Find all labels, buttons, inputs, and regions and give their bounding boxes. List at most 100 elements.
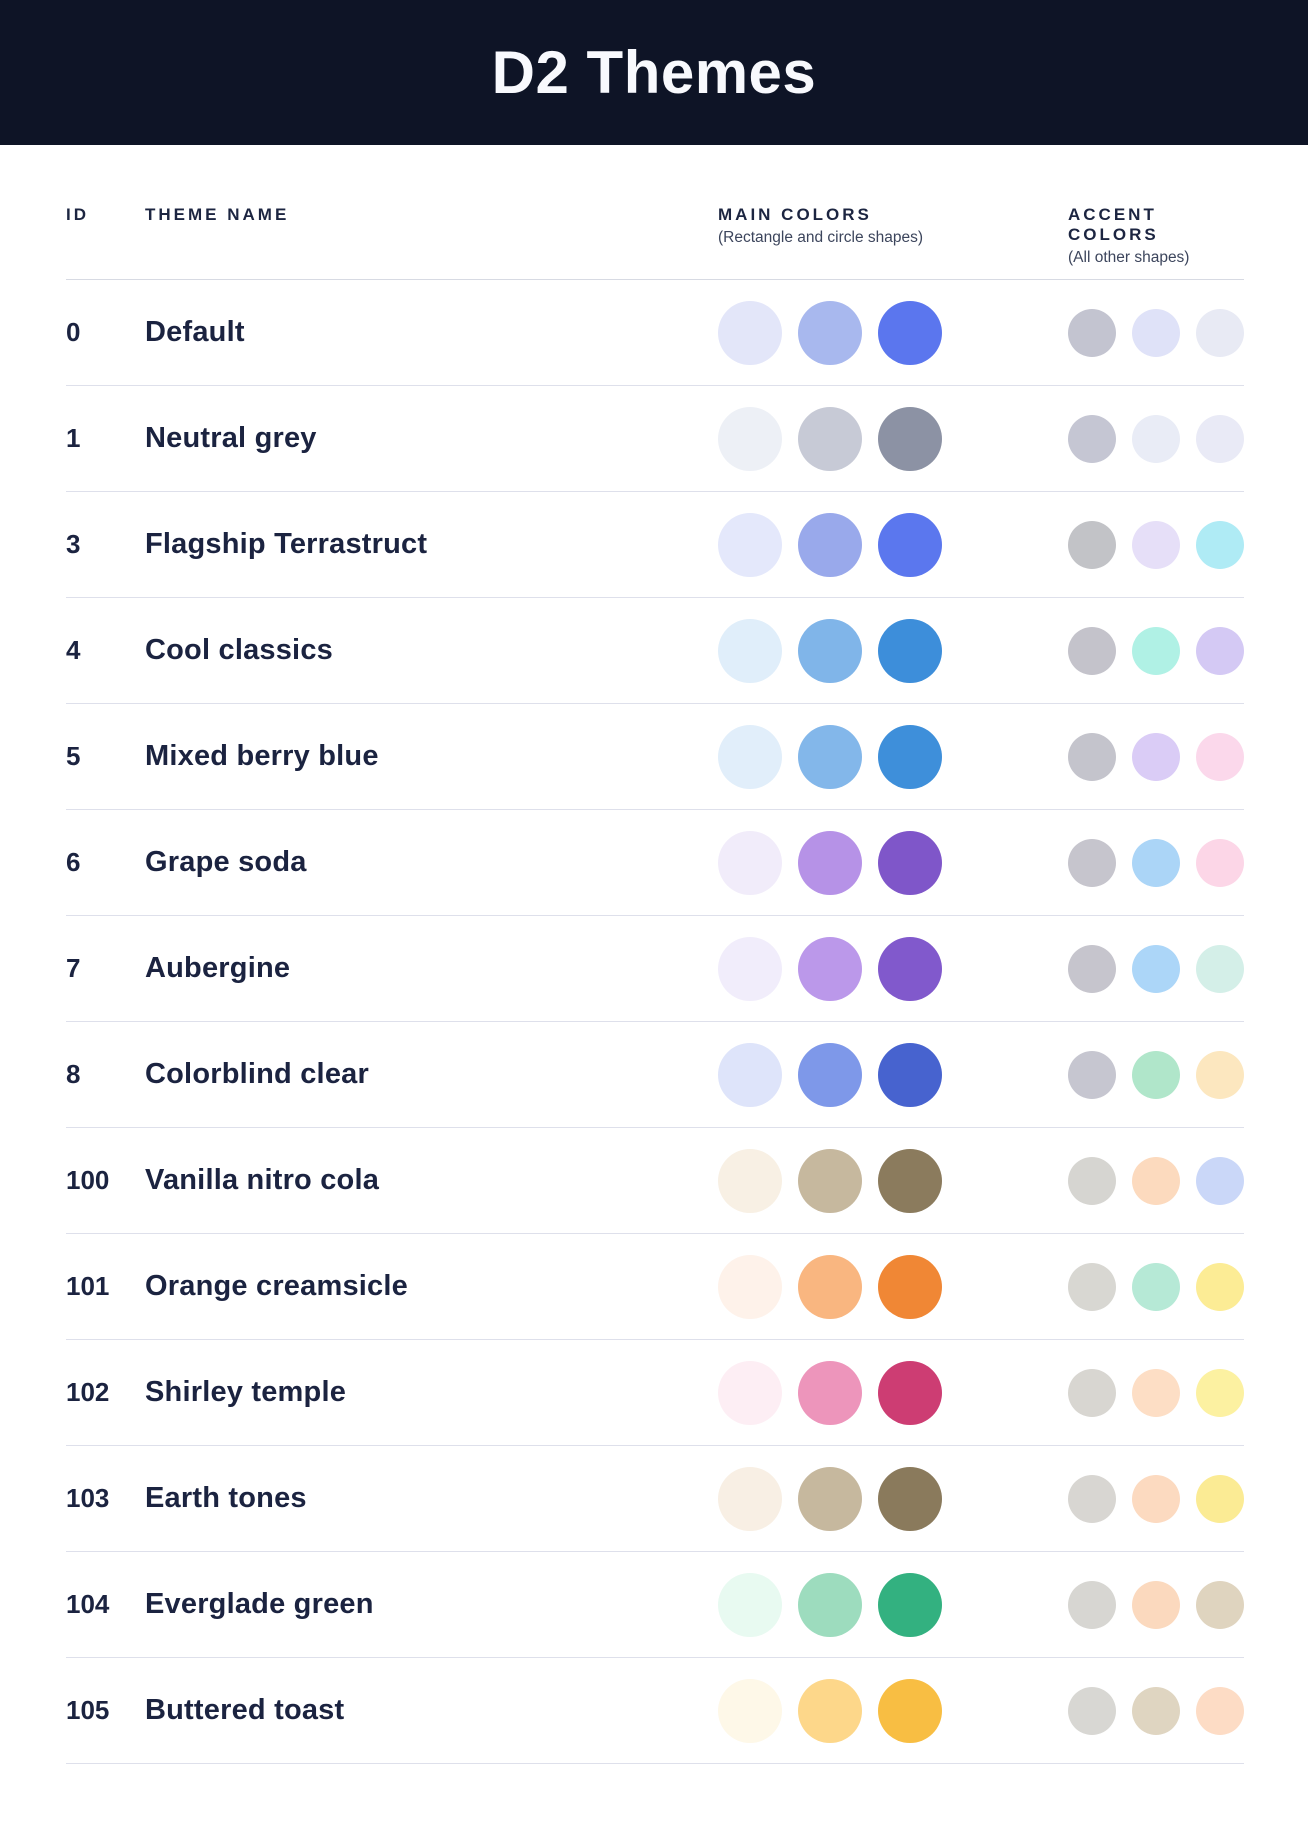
column-header-accent-colors-label: ACCENT COLORS [1068, 205, 1159, 244]
theme-id: 100 [66, 1165, 110, 1195]
theme-id: 8 [66, 1059, 81, 1089]
page-title: D2 Themes [491, 39, 817, 106]
main-color-swatches [718, 1678, 1068, 1743]
theme-name: Aubergine [145, 952, 291, 984]
main-color-swatch [798, 618, 862, 683]
main-color-swatches [718, 406, 1068, 471]
theme-row: 104 Everglade green [66, 1552, 1244, 1658]
accent-color-swatches [1068, 1474, 1244, 1523]
accent-color-swatch [1132, 1368, 1180, 1417]
accent-color-swatches [1068, 1368, 1244, 1417]
main-color-swatch [798, 1254, 862, 1319]
main-color-swatch [878, 1572, 942, 1637]
main-color-swatches [718, 724, 1068, 789]
accent-color-swatch [1132, 1686, 1180, 1735]
main-color-swatch [878, 1466, 942, 1531]
main-color-swatches [718, 300, 1068, 365]
accent-color-swatch [1196, 1156, 1244, 1205]
main-color-swatch [878, 1254, 942, 1319]
main-color-swatch [878, 1148, 942, 1213]
accent-color-swatch [1132, 1050, 1180, 1099]
main-color-swatch [718, 1360, 782, 1425]
main-color-swatch [878, 1042, 942, 1107]
accent-color-swatch [1132, 1262, 1180, 1311]
accent-color-swatch [1068, 1262, 1116, 1311]
accent-color-swatch [1196, 732, 1244, 781]
main-color-swatches [718, 1572, 1068, 1637]
column-header-theme-name: THEME NAME [145, 205, 718, 267]
accent-color-swatch [1132, 732, 1180, 781]
main-color-swatch [798, 1466, 862, 1531]
accent-color-swatch [1132, 944, 1180, 993]
theme-name: Shirley temple [145, 1376, 347, 1408]
main-color-swatches [718, 1466, 1068, 1531]
theme-row: 100 Vanilla nitro cola [66, 1128, 1244, 1234]
accent-color-swatch [1068, 1686, 1116, 1735]
main-color-swatches [718, 618, 1068, 683]
main-color-swatches [718, 1042, 1068, 1107]
theme-row: 8 Colorblind clear [66, 1022, 1244, 1128]
theme-row: 6 Grape soda [66, 810, 1244, 916]
main-color-swatch [798, 406, 862, 471]
accent-color-swatch [1196, 520, 1244, 569]
accent-color-swatches [1068, 414, 1244, 463]
main-color-swatch [718, 830, 782, 895]
accent-color-swatch [1068, 732, 1116, 781]
theme-id: 3 [66, 529, 81, 559]
main-color-swatch [878, 512, 942, 577]
accent-color-swatch [1132, 626, 1180, 675]
main-color-swatches [718, 1148, 1068, 1213]
theme-name: Default [145, 316, 245, 348]
accent-color-swatch [1196, 626, 1244, 675]
theme-row: 105 Buttered toast [66, 1658, 1244, 1764]
main-color-swatch [718, 618, 782, 683]
theme-row: 5 Mixed berry blue [66, 704, 1244, 810]
theme-id: 4 [66, 635, 81, 665]
accent-color-swatch [1196, 1368, 1244, 1417]
main-color-swatch [718, 512, 782, 577]
accent-color-swatches [1068, 520, 1244, 569]
themes-table: ID THEME NAME MAIN COLORS (Rectangle and… [66, 145, 1244, 1764]
theme-name: Mixed berry blue [145, 740, 379, 772]
column-header-id-label: ID [66, 205, 89, 224]
theme-name: Orange creamsicle [145, 1270, 408, 1302]
column-header-main-colors: MAIN COLORS (Rectangle and circle shapes… [718, 205, 1068, 267]
accent-color-swatch [1068, 1050, 1116, 1099]
accent-color-swatches [1068, 1686, 1244, 1735]
main-color-swatch [718, 1042, 782, 1107]
accent-color-swatch [1068, 944, 1116, 993]
main-color-swatch [718, 1572, 782, 1637]
main-color-swatch [798, 300, 862, 365]
main-color-swatch [878, 936, 942, 1001]
theme-name: Neutral grey [145, 422, 317, 454]
theme-name: Earth tones [145, 1482, 307, 1514]
theme-name: Grape soda [145, 846, 307, 878]
main-color-swatch [878, 300, 942, 365]
column-header-theme-name-label: THEME NAME [145, 205, 290, 224]
main-color-swatch [718, 936, 782, 1001]
accent-color-swatch [1068, 838, 1116, 887]
theme-row: 103 Earth tones [66, 1446, 1244, 1552]
accent-color-swatch [1068, 1474, 1116, 1523]
theme-id: 1 [66, 423, 81, 453]
main-color-swatch [798, 724, 862, 789]
theme-id: 102 [66, 1377, 110, 1407]
accent-color-swatch [1196, 838, 1244, 887]
main-color-swatch [718, 1466, 782, 1531]
accent-color-swatch [1132, 1156, 1180, 1205]
accent-color-swatch [1068, 626, 1116, 675]
theme-name: Buttered toast [145, 1694, 345, 1726]
accent-color-swatches [1068, 838, 1244, 887]
column-header-main-colors-sublabel: (Rectangle and circle shapes) [718, 229, 924, 246]
column-header-id: ID [66, 205, 145, 267]
column-header-main-colors-label: MAIN COLORS [718, 205, 872, 224]
theme-id: 6 [66, 847, 81, 877]
accent-color-swatches [1068, 1050, 1244, 1099]
main-color-swatches [718, 830, 1068, 895]
theme-row: 4 Cool classics [66, 598, 1244, 704]
table-body: 0 Default 1 Neutral grey [66, 280, 1244, 1764]
main-color-swatch [798, 1572, 862, 1637]
main-color-swatch [798, 1678, 862, 1743]
accent-color-swatch [1068, 1156, 1116, 1205]
main-color-swatch [718, 1148, 782, 1213]
